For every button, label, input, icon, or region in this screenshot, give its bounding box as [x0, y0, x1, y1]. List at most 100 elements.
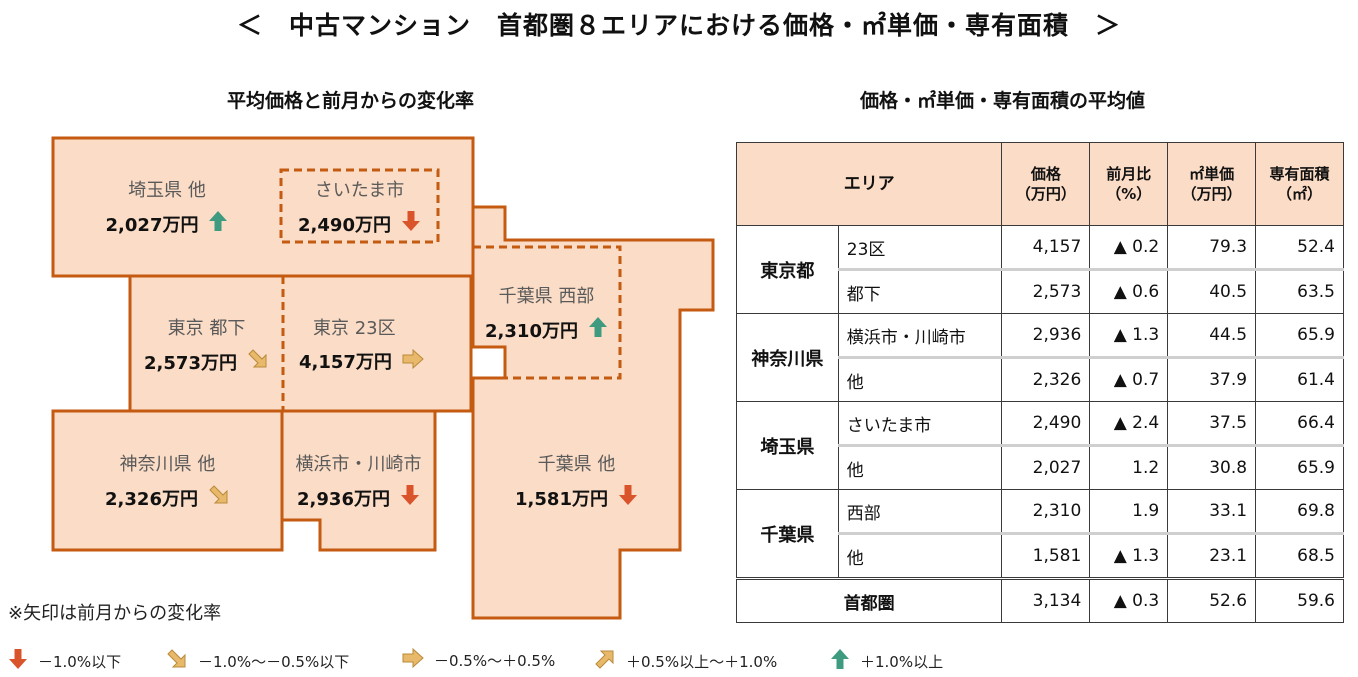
legend-item-up: ＋1.0%以上 [830, 648, 943, 674]
arrow-up-icon [208, 210, 228, 237]
table-row: 他 1,581 ▲ 1.3 23.1 68.5 [737, 532, 1344, 579]
unit-price-cell: 40.5 [1167, 268, 1257, 314]
region-price-row: 2,490万円 [281, 210, 438, 237]
legend-label: ＋1.0%以上 [860, 652, 944, 671]
unit-price-cell: 44.5 [1167, 313, 1257, 358]
floor-area-cell: 65.9 [1255, 444, 1344, 490]
region-price-row: 2,310万円 [473, 316, 620, 343]
arrow-right-icon [402, 647, 424, 672]
unit-price-cell: 30.8 [1167, 444, 1257, 490]
total-area-cell: 首都圏 [735, 577, 1003, 623]
region-price-row: 2,936万円 [282, 484, 435, 511]
price-cell: 2,326 [1001, 356, 1091, 402]
region-name: さいたま市 [314, 180, 405, 201]
region-saitama-shape [51, 136, 475, 278]
arrow-down-icon [400, 484, 420, 511]
area-cell: 他 [837, 356, 1003, 402]
table-row: 他 2,027 1.2 30.8 65.9 [737, 444, 1344, 490]
header-change: 前月比 （%） [1089, 142, 1169, 226]
area-cell: 横浜市・川崎市 [837, 313, 1003, 358]
legend-label: ＋0.5%以上～＋1.0% [626, 652, 778, 671]
unit-price-cell: 79.3 [1167, 225, 1257, 270]
region-price-row: 2,027万円 [53, 210, 281, 237]
price-cell: 2,936 [1001, 313, 1091, 358]
arrow-slight-down-icon [247, 348, 269, 375]
region-name: 横浜市・川崎市 [295, 454, 422, 475]
price-cell: 2,490 [1001, 401, 1091, 446]
price-cell: 3,134 [1001, 577, 1091, 623]
region-price: 2,573万円 [144, 352, 237, 374]
pref-cell: 神奈川県 [736, 313, 839, 402]
region-price: 2,310万円 [485, 320, 578, 342]
region-price-row: 2,326万円 [53, 484, 282, 511]
price-cell: 2,573 [1001, 268, 1091, 314]
area-cell: 23区 [837, 225, 1003, 270]
area-cell: 他 [837, 444, 1003, 490]
floor-area-cell: 63.5 [1255, 268, 1344, 314]
arrow-slight-up-icon [594, 648, 616, 674]
region-saitama-city: さいたま市 2,490万円 [281, 176, 438, 237]
floor-area-cell: 66.4 [1255, 401, 1344, 446]
price-cell: 2,027 [1001, 444, 1091, 490]
legend-item-down: －1.0%以下 [8, 648, 121, 674]
unit-price-cell: 23.1 [1167, 532, 1257, 579]
stats-table: エリア 価格 （万円） 前月比 （%） ㎡単価 （万円） 専有面積 （㎡） 東京都 23… [735, 142, 1344, 623]
header-price: 価格 （万円） [1001, 142, 1091, 226]
arrow-up-icon [588, 316, 608, 343]
header-unit-price: ㎡単価 （万円） [1167, 142, 1257, 226]
area-cell: 他 [837, 532, 1003, 579]
table-row: 千葉県 西部 2,310 1.9 33.1 69.8 [736, 489, 1344, 579]
table-heading: 価格・㎡単価・専有面積の平均値 [860, 90, 1146, 112]
header-line: （%） [1106, 185, 1152, 203]
price-cell: 4,157 [1001, 225, 1091, 270]
change-cell: ▲ 1.3 [1089, 532, 1169, 579]
region-chiba-west: 千葉県 西部 2,310万円 [473, 282, 620, 343]
area-map [51, 136, 715, 620]
table-row: 埼玉県 さいたま市 2,490 ▲ 2.4 37.5 66.4 [736, 401, 1344, 490]
header-line: ㎡単価 [1189, 165, 1235, 183]
region-name: 神奈川県 他 [119, 454, 216, 475]
page-title: ＜ 中古マンション 首都圏８エリアにおける価格・㎡単価・専有面積 ＞ [236, 11, 1121, 40]
table-row: 他 2,326 ▲ 0.7 37.9 61.4 [737, 356, 1344, 402]
header-area: エリア [735, 142, 1003, 226]
region-price: 2,326万円 [105, 488, 198, 510]
region-chiba-shape [471, 205, 715, 620]
region-name: 千葉県 他 [537, 454, 616, 475]
arrow-up-icon [830, 648, 850, 674]
region-yokohama-kawasaki: 横浜市・川崎市 2,936万円 [282, 450, 435, 511]
floor-area-cell: 65.9 [1255, 313, 1344, 358]
floor-area-cell: 61.4 [1255, 356, 1344, 402]
change-cell: 1.2 [1089, 444, 1169, 490]
header-line: 専有面積 [1269, 165, 1330, 183]
unit-price-cell: 52.6 [1167, 577, 1257, 623]
header-line: 前月比 [1106, 165, 1152, 183]
change-cell: 1.9 [1089, 489, 1169, 534]
region-price: 2,936万円 [297, 488, 390, 510]
region-name: 埼玉県 他 [128, 180, 206, 201]
unit-price-cell: 33.1 [1167, 489, 1257, 534]
region-kanagawa-other: 神奈川県 他 2,326万円 [53, 450, 282, 511]
floor-area-cell: 52.4 [1255, 225, 1344, 270]
region-tokyo-toka: 東京 都下 2,573万円 [130, 314, 283, 375]
arrow-slight-down-icon [166, 648, 188, 674]
header-line: （㎡） [1277, 185, 1323, 203]
arrow-down-icon [401, 210, 421, 237]
table-total-row: 首都圏 3,134 ▲ 0.3 52.6 59.6 [735, 577, 1344, 623]
legend-label: －0.5%～＋0.5% [434, 651, 556, 670]
table-row: 都下 2,573 ▲ 0.6 40.5 63.5 [737, 268, 1344, 314]
table-row: 東京都 23区 4,157 ▲ 0.2 79.3 52.4 [736, 225, 1344, 314]
table-row: 神奈川県 横浜市・川崎市 2,936 ▲ 1.3 44.5 65.9 [736, 313, 1344, 402]
region-price-row: 2,573万円 [130, 348, 283, 375]
legend-item-slight-up: ＋0.5%以上～＋1.0% [594, 648, 777, 674]
price-cell: 1,581 [1001, 532, 1091, 579]
region-price: 2,490万円 [298, 214, 391, 236]
region-price: 2,027万円 [105, 214, 199, 236]
region-tokyo-23: 東京 23区 4,157万円 [283, 314, 471, 374]
arrow-down-icon [8, 648, 28, 674]
change-cell: ▲ 0.3 [1089, 577, 1169, 623]
region-name: 東京 都下 [167, 318, 246, 339]
change-cell: ▲ 1.3 [1089, 313, 1169, 358]
chiba-west-outline [473, 245, 622, 380]
saitama-city-outline [279, 168, 440, 244]
floor-area-cell: 59.6 [1255, 577, 1344, 623]
